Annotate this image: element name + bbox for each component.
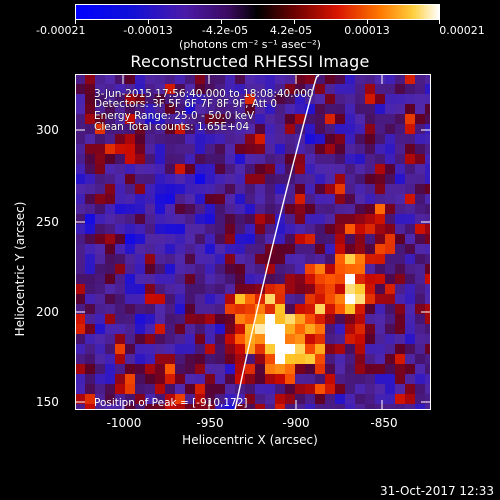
plot-title: Reconstructed RHESSI Image <box>130 52 370 71</box>
x-tick-label: -1000 <box>106 416 142 430</box>
colorbar-tick-label: -0.00021 <box>36 24 86 37</box>
y-tick-label: 250 <box>36 215 59 229</box>
colorbar-tick-label: -0.00013 <box>123 24 173 37</box>
colorbar <box>75 4 440 20</box>
x-axis-label: Heliocentric X (arcsec) <box>182 433 318 447</box>
hxr-image <box>75 74 431 410</box>
time-range-text: 3-Jun-2015 17:56:40.000 to 18:08:40.000 <box>94 88 314 100</box>
x-tick-label: -850 <box>370 416 398 430</box>
colorbar-tick-label: 0.00013 <box>344 24 390 37</box>
x-tick-label: -950 <box>196 416 224 430</box>
y-tick-label: 300 <box>36 123 59 137</box>
image-pixels <box>75 74 431 410</box>
clean-counts-text: Clean Total counts: 1.65E+04 <box>94 121 250 133</box>
y-axis-label: Heliocentric Y (arcsec) <box>13 201 27 337</box>
x-tick-label: -900 <box>282 416 310 430</box>
colorbar-tick-label: 4.2e-05 <box>269 24 313 37</box>
colorbar-tick-label: 0.00021 <box>439 24 485 37</box>
footer-date: 31-Oct-2017 12:33 <box>380 484 494 498</box>
colorbar-tick-label: -4.2e-05 <box>201 24 249 37</box>
plot-ticks <box>75 74 431 410</box>
y-tick-label: 200 <box>36 305 59 319</box>
detectors-text: Detectors: 3F 5F 6F 7F 8F 9F, Att 0 <box>94 98 278 110</box>
solar-limb <box>234 74 320 410</box>
colorbar-unit: (photons cm⁻² s⁻¹ asec⁻²) <box>179 38 321 51</box>
energy-range-text: Energy Range: 25.0 - 50.0 keV <box>94 110 255 122</box>
y-tick-label: 150 <box>36 395 59 409</box>
peak-position-text: Position of Peak = [-910,172] <box>94 397 248 409</box>
